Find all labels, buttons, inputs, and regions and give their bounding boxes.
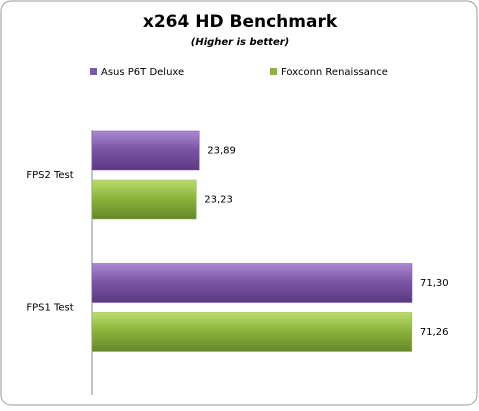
bar (91, 312, 413, 352)
bar (91, 263, 413, 303)
value-label: 23,23 (204, 195, 233, 206)
legend-swatch (90, 68, 97, 75)
legend-label: Asus P6T Deluxe (101, 67, 184, 78)
chart-title: x264 HD Benchmark (143, 12, 338, 32)
bar (91, 130, 200, 171)
legend-label: Foxconn Renaissance (281, 67, 388, 78)
chart-subtitle: (Higher is better) (191, 37, 290, 48)
y-tick-label: FPS2 Test (26, 170, 73, 181)
value-label: 71,30 (420, 278, 449, 289)
y-tick-label: FPS1 Test (26, 303, 73, 314)
legend-swatch (270, 68, 277, 75)
value-label: 71,26 (420, 327, 449, 338)
value-label: 23,89 (207, 146, 236, 157)
bar (91, 179, 197, 220)
